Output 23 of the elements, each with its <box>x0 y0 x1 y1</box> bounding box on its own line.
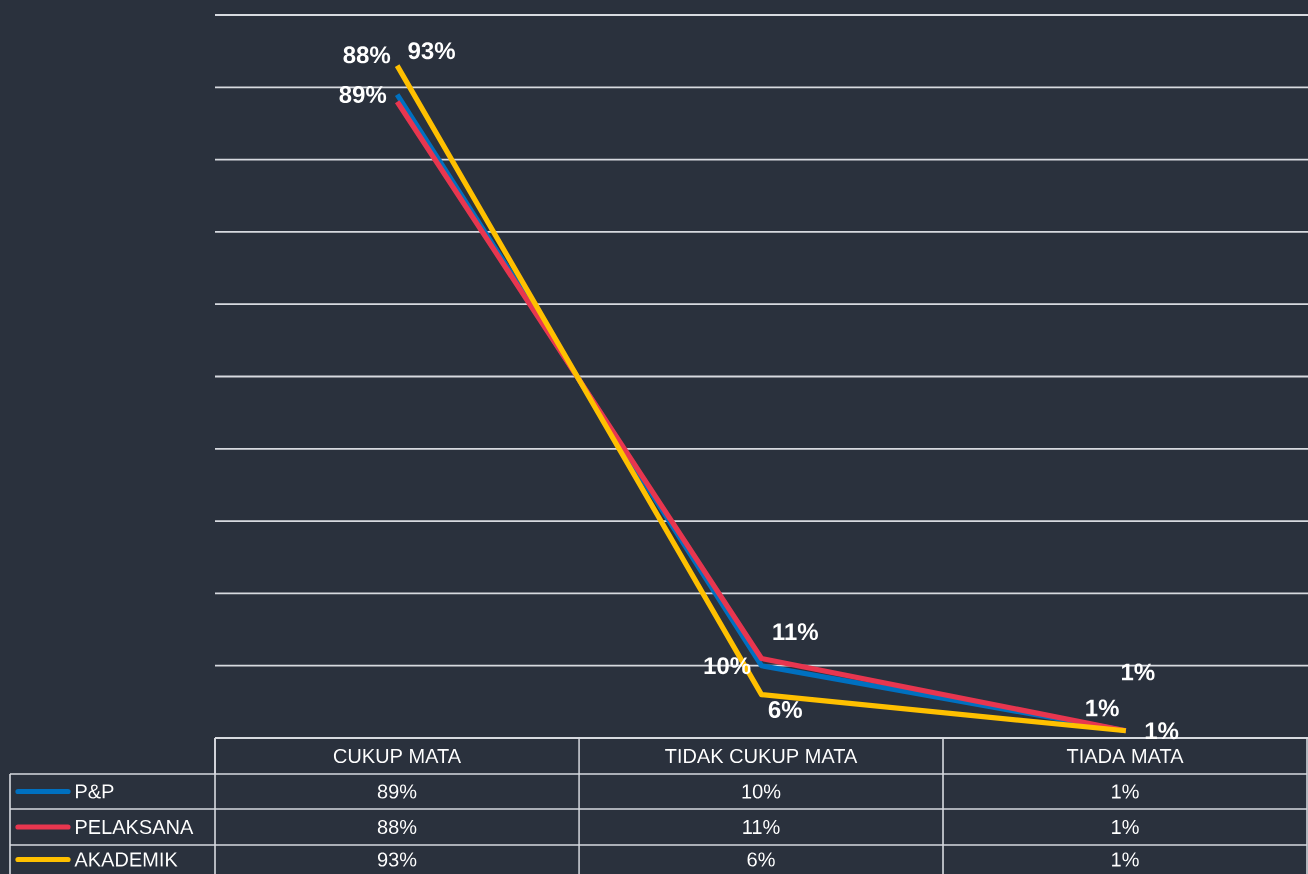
data-label: 1% <box>1112 852 1139 867</box>
data-label: 10% <box>742 784 781 799</box>
data-label: 93% <box>377 852 417 867</box>
x-tick-label: TIADA MATA <box>1066 749 1184 763</box>
data-label: 1% <box>1112 819 1139 835</box>
text: 1% <box>1145 722 1179 740</box>
text: 1% <box>1086 699 1119 717</box>
x-tick-label: CUKUP MATA <box>333 748 462 764</box>
text: 88% <box>343 46 391 64</box>
data-label: 88% <box>377 819 417 835</box>
data-label: 89% <box>377 784 417 799</box>
legend-label: P&P <box>76 784 114 799</box>
legend-label: AKADEMIK <box>74 852 178 867</box>
text: 89% <box>339 86 387 104</box>
data-label: 6% <box>747 852 775 867</box>
x-tick-label: TIDAK CUKUP MATA <box>665 748 858 764</box>
data-label: 11% <box>743 819 780 835</box>
legend-label: PELAKSANA <box>76 819 194 835</box>
text: 93% <box>408 42 455 60</box>
data-label: 1% <box>1112 784 1139 799</box>
text: 11% <box>773 623 818 641</box>
text: 6% <box>768 701 802 718</box>
text: 1% <box>1122 663 1155 681</box>
